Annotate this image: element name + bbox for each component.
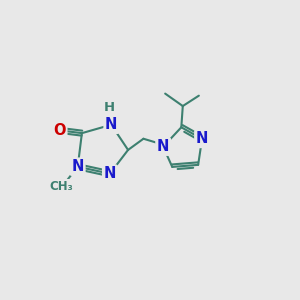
Text: H: H [103, 101, 115, 114]
Text: N: N [196, 131, 208, 146]
Text: N: N [105, 117, 118, 132]
Text: N: N [157, 139, 169, 154]
Text: O: O [53, 123, 66, 138]
Text: N: N [104, 166, 116, 181]
Text: N: N [71, 159, 84, 174]
Text: CH₃: CH₃ [50, 180, 74, 194]
